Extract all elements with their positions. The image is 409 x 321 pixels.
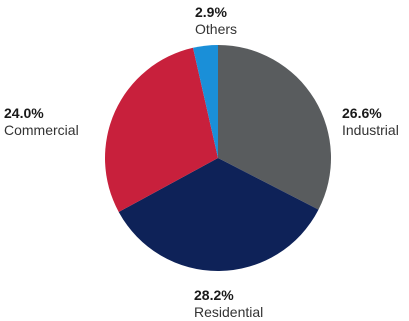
label-group-commercial: 24.0% Commercial <box>4 105 79 138</box>
slice-category-label-residential: Residential <box>194 304 263 320</box>
pie-slice-commercial <box>104 47 218 212</box>
slice-category-label-industrial: Industrial <box>342 122 399 138</box>
pie-slice-residential <box>118 158 319 272</box>
slice-value-label-commercial: 24.0% <box>4 105 44 121</box>
slice-value-label-others: 2.9% <box>195 4 227 20</box>
slice-category-label-commercial: Commercial <box>4 122 79 138</box>
pie-slice-industrial <box>218 45 332 210</box>
label-group-others: 2.9% Others <box>195 4 237 37</box>
slice-value-label-industrial: 26.6% <box>342 105 382 121</box>
pie-slice-others <box>193 45 218 158</box>
slice-category-label-others: Others <box>195 21 237 37</box>
label-group-residential: 28.2% Residential <box>194 287 263 320</box>
pie-slices <box>104 45 332 272</box>
slice-value-label-residential: 28.2% <box>194 287 234 303</box>
label-group-industrial: 26.6% Industrial <box>342 105 399 138</box>
